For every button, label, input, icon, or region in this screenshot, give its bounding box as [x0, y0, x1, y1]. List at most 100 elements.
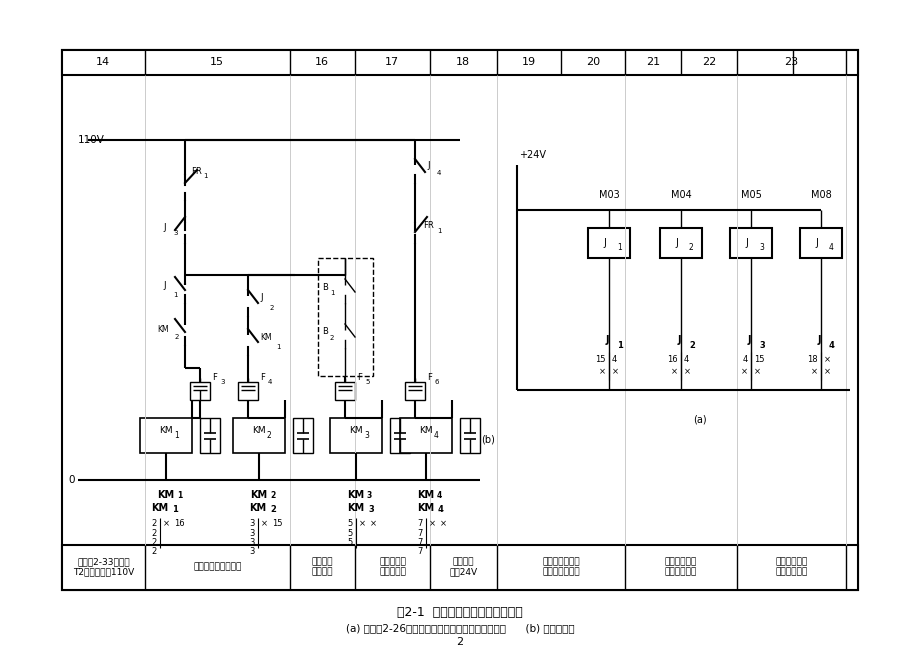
Text: M04: M04 — [670, 190, 690, 200]
Text: KM: KM — [260, 333, 271, 342]
Text: (a) 来自图2-26的数控系统主轴及润滑控制接口电路      (b) 控制电路图: (a) 来自图2-26的数控系统主轴及润滑控制接口电路 (b) 控制电路图 — [346, 623, 573, 633]
Text: B: B — [322, 283, 327, 292]
Text: KM: KM — [157, 324, 168, 333]
Bar — [238, 382, 257, 400]
Text: 20: 20 — [585, 57, 599, 67]
Text: 1: 1 — [617, 243, 621, 253]
Text: 110V: 110V — [78, 135, 105, 145]
Text: M08: M08 — [810, 190, 831, 200]
Text: 5: 5 — [347, 538, 353, 547]
Text: 1: 1 — [276, 344, 280, 350]
Text: 15: 15 — [595, 355, 606, 365]
Text: 4: 4 — [742, 355, 747, 365]
Text: ×: × — [811, 368, 817, 376]
Text: 1: 1 — [172, 505, 177, 514]
Text: 4: 4 — [828, 342, 834, 350]
Text: 2: 2 — [152, 529, 157, 538]
Text: 数控系统控制
主轴电机制动: 数控系统控制 主轴电机制动 — [664, 557, 697, 577]
Text: ×: × — [823, 355, 830, 365]
Text: 5: 5 — [365, 379, 369, 385]
Text: 1: 1 — [617, 342, 622, 350]
Bar — [292, 418, 312, 453]
Text: J: J — [603, 238, 606, 248]
Text: KM: KM — [152, 503, 168, 513]
Text: 2: 2 — [175, 334, 179, 340]
Text: 2: 2 — [269, 491, 275, 500]
Text: 数控系统
直流24V: 数控系统 直流24V — [449, 557, 477, 577]
Bar — [404, 382, 425, 400]
Text: KM: KM — [347, 503, 364, 513]
Bar — [140, 418, 192, 453]
Text: 2: 2 — [688, 342, 694, 350]
Text: J: J — [676, 335, 680, 345]
Bar — [659, 228, 701, 258]
Text: 4: 4 — [828, 243, 833, 253]
Text: ×: × — [670, 368, 677, 376]
Text: 数控系统控制主
轴电机正转反转: 数控系统控制主 轴电机正转反转 — [541, 557, 579, 577]
Text: 0: 0 — [68, 475, 74, 485]
Text: 2: 2 — [330, 335, 334, 341]
Text: 3: 3 — [367, 491, 372, 500]
Text: 冷却电机正
转及其制动: 冷却电机正 转及其制动 — [379, 557, 405, 577]
Text: (a): (a) — [692, 415, 706, 425]
Text: KM: KM — [159, 426, 173, 435]
Bar — [390, 418, 410, 453]
Text: B: B — [322, 327, 327, 337]
Text: ×: × — [683, 368, 690, 376]
Text: J: J — [675, 238, 677, 248]
Text: ×: × — [439, 519, 447, 528]
Text: 图2-1  数控系统接口与控制电路图: 图2-1 数控系统接口与控制电路图 — [397, 605, 522, 618]
Text: FR: FR — [191, 167, 201, 176]
Text: 4: 4 — [437, 170, 441, 176]
Text: J: J — [746, 335, 750, 345]
Bar — [62, 50, 857, 75]
Bar — [233, 418, 285, 453]
Text: 18: 18 — [807, 355, 817, 365]
Text: ×: × — [754, 368, 760, 376]
Text: 2: 2 — [688, 243, 693, 253]
Text: 2: 2 — [269, 305, 274, 311]
Text: J: J — [163, 281, 165, 290]
Text: 1: 1 — [174, 432, 178, 441]
Text: 2: 2 — [152, 538, 157, 547]
Text: 4: 4 — [683, 355, 688, 365]
Text: 18: 18 — [456, 57, 470, 67]
Text: 15: 15 — [210, 57, 223, 67]
Bar — [587, 228, 630, 258]
Text: 16: 16 — [174, 519, 185, 528]
Text: 16: 16 — [666, 355, 677, 365]
Text: KM: KM — [252, 426, 266, 435]
Text: 16: 16 — [314, 57, 329, 67]
Text: 3: 3 — [758, 243, 763, 253]
Text: J: J — [260, 294, 262, 303]
Text: F: F — [426, 374, 431, 383]
Text: 3: 3 — [173, 230, 177, 236]
Text: ×: × — [823, 368, 830, 376]
Text: KM: KM — [417, 490, 434, 500]
Bar — [330, 418, 381, 453]
Text: 来自图2-33变压器
T2输出的交流110V: 来自图2-33变压器 T2输出的交流110V — [73, 557, 134, 577]
Text: 23: 23 — [783, 57, 797, 67]
Text: F: F — [211, 374, 217, 383]
Text: 主轴电机
制动控制: 主轴电机 制动控制 — [312, 557, 333, 577]
Text: KM: KM — [419, 426, 432, 435]
Text: ×: × — [428, 519, 436, 528]
Text: 2: 2 — [269, 505, 276, 514]
Text: J: J — [744, 238, 748, 248]
Bar — [62, 545, 857, 590]
Text: KM: KM — [349, 426, 362, 435]
Text: 3: 3 — [249, 547, 255, 556]
Text: 3: 3 — [249, 519, 255, 528]
Text: 4: 4 — [434, 432, 438, 441]
Text: J: J — [814, 238, 818, 248]
Text: J: J — [816, 335, 820, 345]
Text: 1: 1 — [176, 491, 182, 500]
Text: 2: 2 — [267, 432, 271, 441]
Bar — [800, 228, 841, 258]
Text: 15: 15 — [754, 355, 764, 365]
Text: 14: 14 — [96, 57, 110, 67]
Text: 3: 3 — [364, 432, 369, 441]
Text: FR: FR — [423, 221, 433, 230]
Text: 3: 3 — [249, 538, 255, 547]
Text: 4: 4 — [611, 355, 617, 365]
